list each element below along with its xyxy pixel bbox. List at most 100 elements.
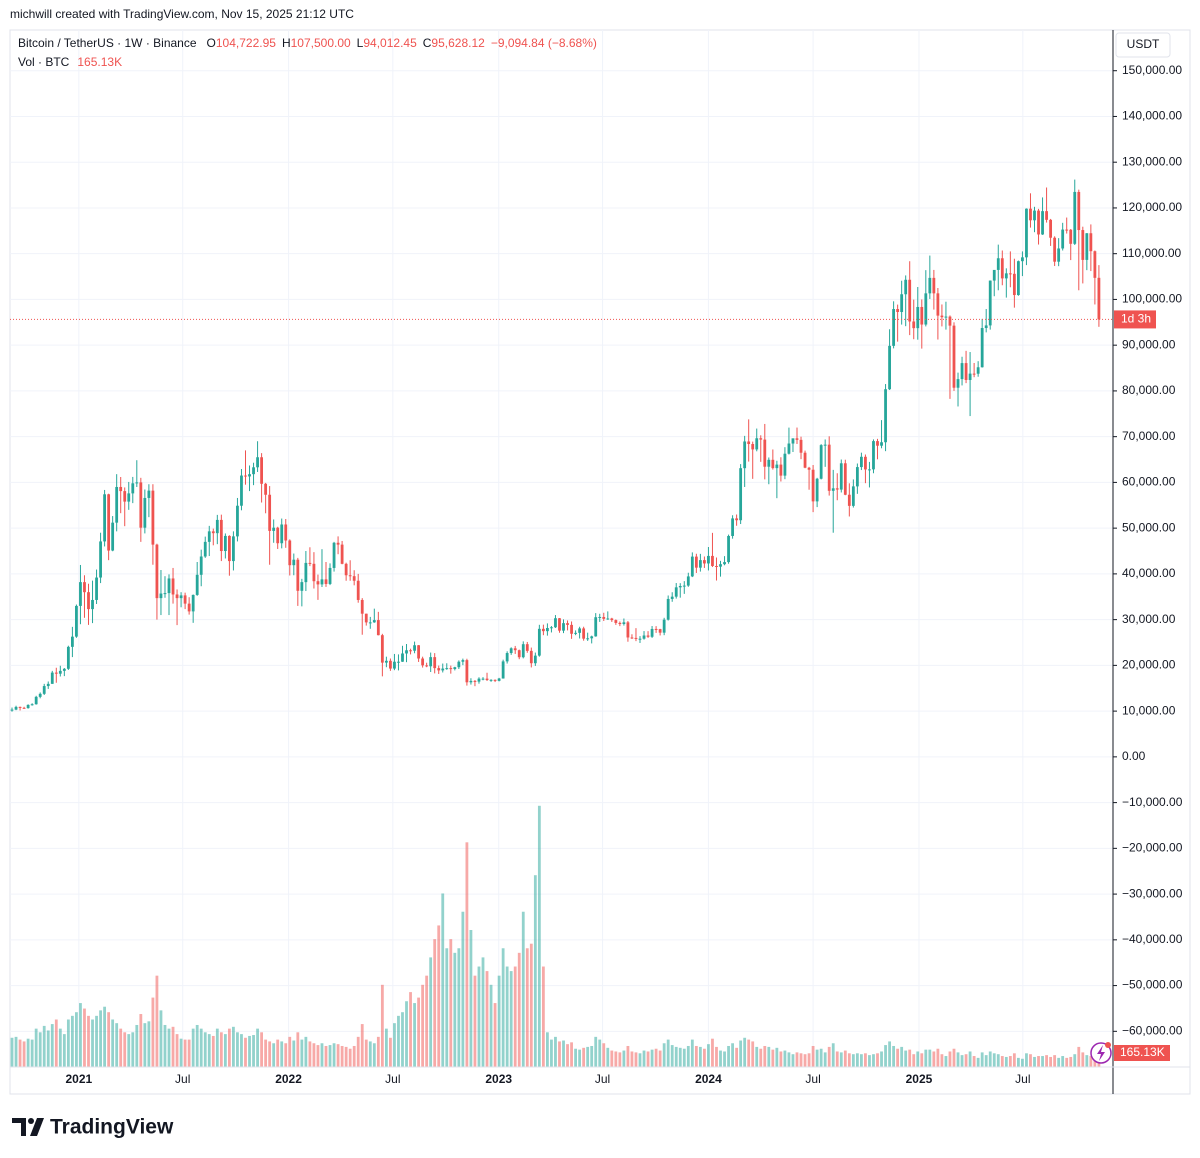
- volume-bar: [1053, 1055, 1057, 1067]
- volume-bar: [851, 1054, 855, 1067]
- volume-bar: [811, 1045, 815, 1067]
- volume-bar: [465, 842, 469, 1067]
- candle-body: [356, 580, 360, 600]
- candle-body: [360, 599, 364, 614]
- candle-body: [578, 628, 582, 633]
- volume-bar: [207, 1034, 211, 1067]
- y-tick-label: −30,000.00: [1122, 886, 1183, 900]
- volume-bar: [316, 1045, 320, 1067]
- volume-bar: [529, 943, 533, 1067]
- volume-bar: [135, 1024, 139, 1067]
- volume-bar: [735, 1047, 739, 1067]
- volume-bar: [477, 966, 481, 1067]
- credit: michwill created with TradingView.com, N…: [10, 7, 354, 21]
- candle-body: [610, 618, 614, 621]
- volume-bar: [87, 1015, 90, 1067]
- candle-body: [988, 280, 992, 326]
- volume-bar: [948, 1051, 952, 1067]
- volume-bar: [240, 1034, 243, 1067]
- volume-bar: [389, 1037, 392, 1067]
- volume-bar: [562, 1040, 565, 1067]
- candle-body: [630, 637, 634, 639]
- volume-bar: [928, 1049, 932, 1067]
- candle-body: [948, 316, 952, 326]
- volume-bar: [91, 1019, 94, 1067]
- candle-body: [62, 668, 66, 671]
- candle-body: [574, 632, 577, 634]
- volume-bar: [1085, 1055, 1089, 1067]
- candle-body: [1029, 208, 1032, 221]
- volume-bar: [248, 1035, 251, 1067]
- candle-body: [232, 536, 235, 562]
- volume-bar: [880, 1051, 883, 1067]
- volume-bar: [783, 1050, 787, 1067]
- candle-body: [787, 443, 791, 454]
- candle-body: [888, 345, 891, 390]
- volume-bar: [155, 975, 159, 1067]
- volume-bar: [864, 1053, 867, 1067]
- volume-bar: [731, 1043, 734, 1067]
- candle-body: [111, 522, 115, 551]
- volume-bar: [855, 1053, 859, 1067]
- volume-bar: [747, 1039, 751, 1067]
- candle-body: [1008, 273, 1012, 275]
- candle-body: [469, 680, 473, 683]
- currency-box[interactable]: [1115, 32, 1171, 58]
- volume-bar: [968, 1051, 972, 1067]
- candle-body: [1004, 273, 1008, 279]
- candle-body: [364, 613, 368, 623]
- candle-body: [127, 493, 131, 502]
- candle-body: [493, 679, 497, 681]
- candle-body: [984, 325, 988, 329]
- candle-body: [123, 491, 127, 502]
- volume-bar: [703, 1048, 706, 1067]
- currency[interactable]: USDT: [1127, 37, 1160, 51]
- legend-volume-value: 165.13K: [77, 55, 122, 69]
- volume-bar: [670, 1045, 674, 1067]
- candle-body: [872, 441, 875, 470]
- volume-bar: [376, 1036, 380, 1067]
- candle-body: [682, 585, 686, 587]
- candle-body: [743, 441, 747, 469]
- candle-body: [795, 438, 799, 440]
- volume-bar: [497, 975, 501, 1067]
- volume-bar: [779, 1051, 783, 1067]
- candle-body: [908, 279, 912, 322]
- y-tick-label: 70,000.00: [1122, 429, 1176, 443]
- volume-bar: [932, 1051, 936, 1067]
- volume-bar: [344, 1046, 348, 1067]
- volume-bar: [223, 1034, 227, 1067]
- volume-bar: [352, 1045, 356, 1067]
- volume-bar: [203, 1032, 207, 1067]
- volume-bar: [908, 1049, 912, 1067]
- volume-bar: [393, 1023, 396, 1067]
- candle-body: [831, 488, 835, 491]
- volume-bar: [421, 984, 425, 1067]
- candle-body: [525, 644, 529, 651]
- volume-bar: [151, 997, 155, 1067]
- x-tick-label: 2023: [485, 1072, 512, 1086]
- volume-bar: [678, 1047, 682, 1067]
- volume-bar: [195, 1024, 199, 1067]
- candle-body: [384, 660, 388, 663]
- candle-body: [972, 373, 976, 375]
- candle-body: [336, 542, 340, 545]
- candle-body: [91, 599, 94, 610]
- candle-body: [546, 628, 549, 632]
- candle-body: [304, 562, 308, 583]
- candle-body: [413, 645, 416, 651]
- y-tick-label: 120,000.00: [1122, 200, 1182, 214]
- candle-body: [996, 258, 1000, 270]
- volume-bar: [123, 1032, 127, 1067]
- candle-body: [171, 578, 175, 595]
- candle-body: [1097, 277, 1101, 320]
- candle-body: [855, 467, 859, 487]
- volume-bar: [775, 1047, 779, 1067]
- legend-value: 94,012.45: [363, 36, 417, 50]
- candle-body: [139, 482, 143, 528]
- candle-body: [811, 469, 815, 502]
- legend-volume-title: Vol · BTC: [18, 55, 70, 69]
- candle-body: [380, 635, 384, 663]
- candle-body: [58, 670, 62, 674]
- candle-body: [876, 441, 879, 446]
